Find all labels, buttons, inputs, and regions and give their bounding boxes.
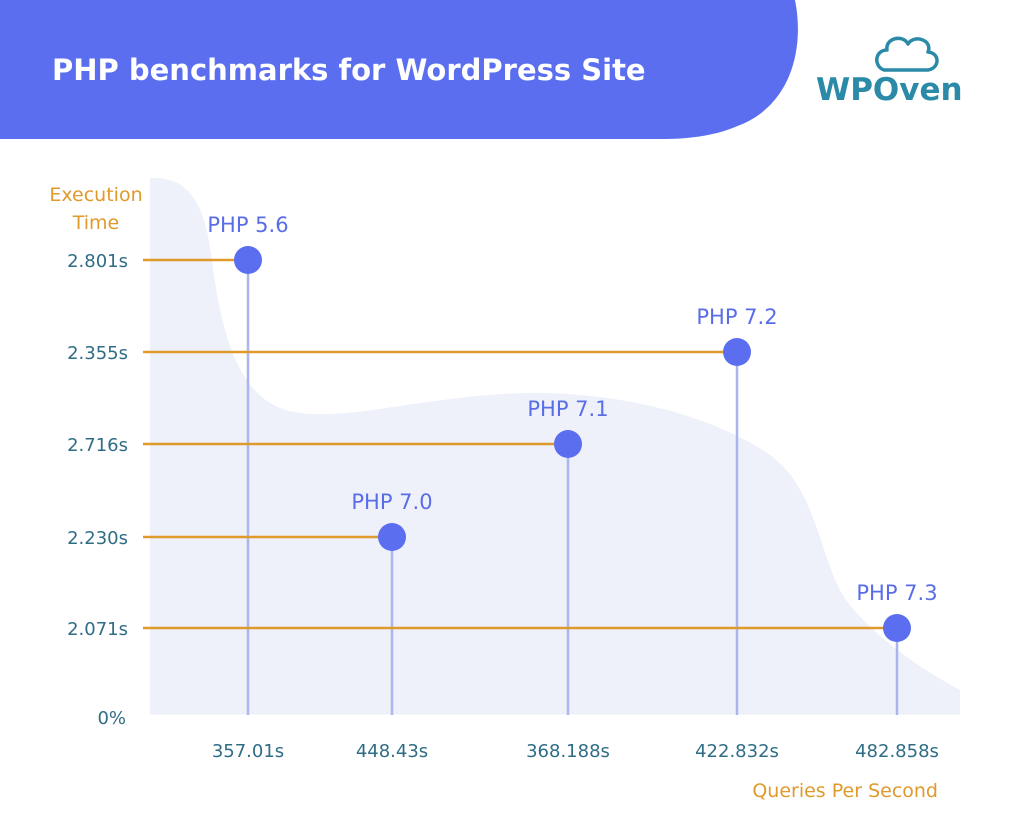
page-title: PHP benchmarks for WordPress Site bbox=[52, 53, 646, 87]
y-tick-label: 2.801s bbox=[67, 251, 128, 272]
data-point bbox=[883, 614, 911, 642]
y-axis-title-line-2: Time bbox=[72, 212, 120, 234]
x-tick-label: 357.01s bbox=[212, 741, 284, 762]
point-label: PHP 7.3 bbox=[856, 581, 937, 605]
y-tick-label: 2.071s bbox=[67, 619, 128, 640]
y-tick-label: 2.716s bbox=[67, 435, 128, 456]
y-tick-zero: 0% bbox=[97, 708, 126, 729]
y-tick-label: 2.230s bbox=[67, 528, 128, 549]
x-tick-label: 422.832s bbox=[695, 741, 779, 762]
point-label: PHP 5.6 bbox=[207, 213, 288, 237]
y-tick-label: 2.355s bbox=[67, 343, 128, 364]
chart-marks: 2.801s 2.355s 2.716s 2.230s 2.071s PHP 5.6 357… bbox=[67, 213, 960, 762]
data-point bbox=[723, 338, 751, 366]
point-label: PHP 7.2 bbox=[696, 305, 777, 329]
data-point bbox=[234, 246, 262, 274]
x-tick-label: 368.188s bbox=[526, 741, 610, 762]
data-point bbox=[554, 430, 582, 458]
y-axis-title-line-1: Execution bbox=[49, 184, 142, 206]
wpoven-logo: WPOven bbox=[816, 36, 963, 108]
point-label: PHP 7.1 bbox=[527, 397, 608, 421]
brand-name: WPOven bbox=[816, 72, 963, 108]
data-point bbox=[378, 523, 406, 551]
point-label: PHP 7.0 bbox=[351, 490, 432, 514]
chef-hat-icon bbox=[875, 36, 939, 72]
x-axis-title: Queries Per Second bbox=[752, 780, 938, 802]
x-tick-label: 482.858s bbox=[855, 741, 939, 762]
header-banner bbox=[0, 0, 798, 139]
x-tick-label: 448.43s bbox=[356, 741, 428, 762]
